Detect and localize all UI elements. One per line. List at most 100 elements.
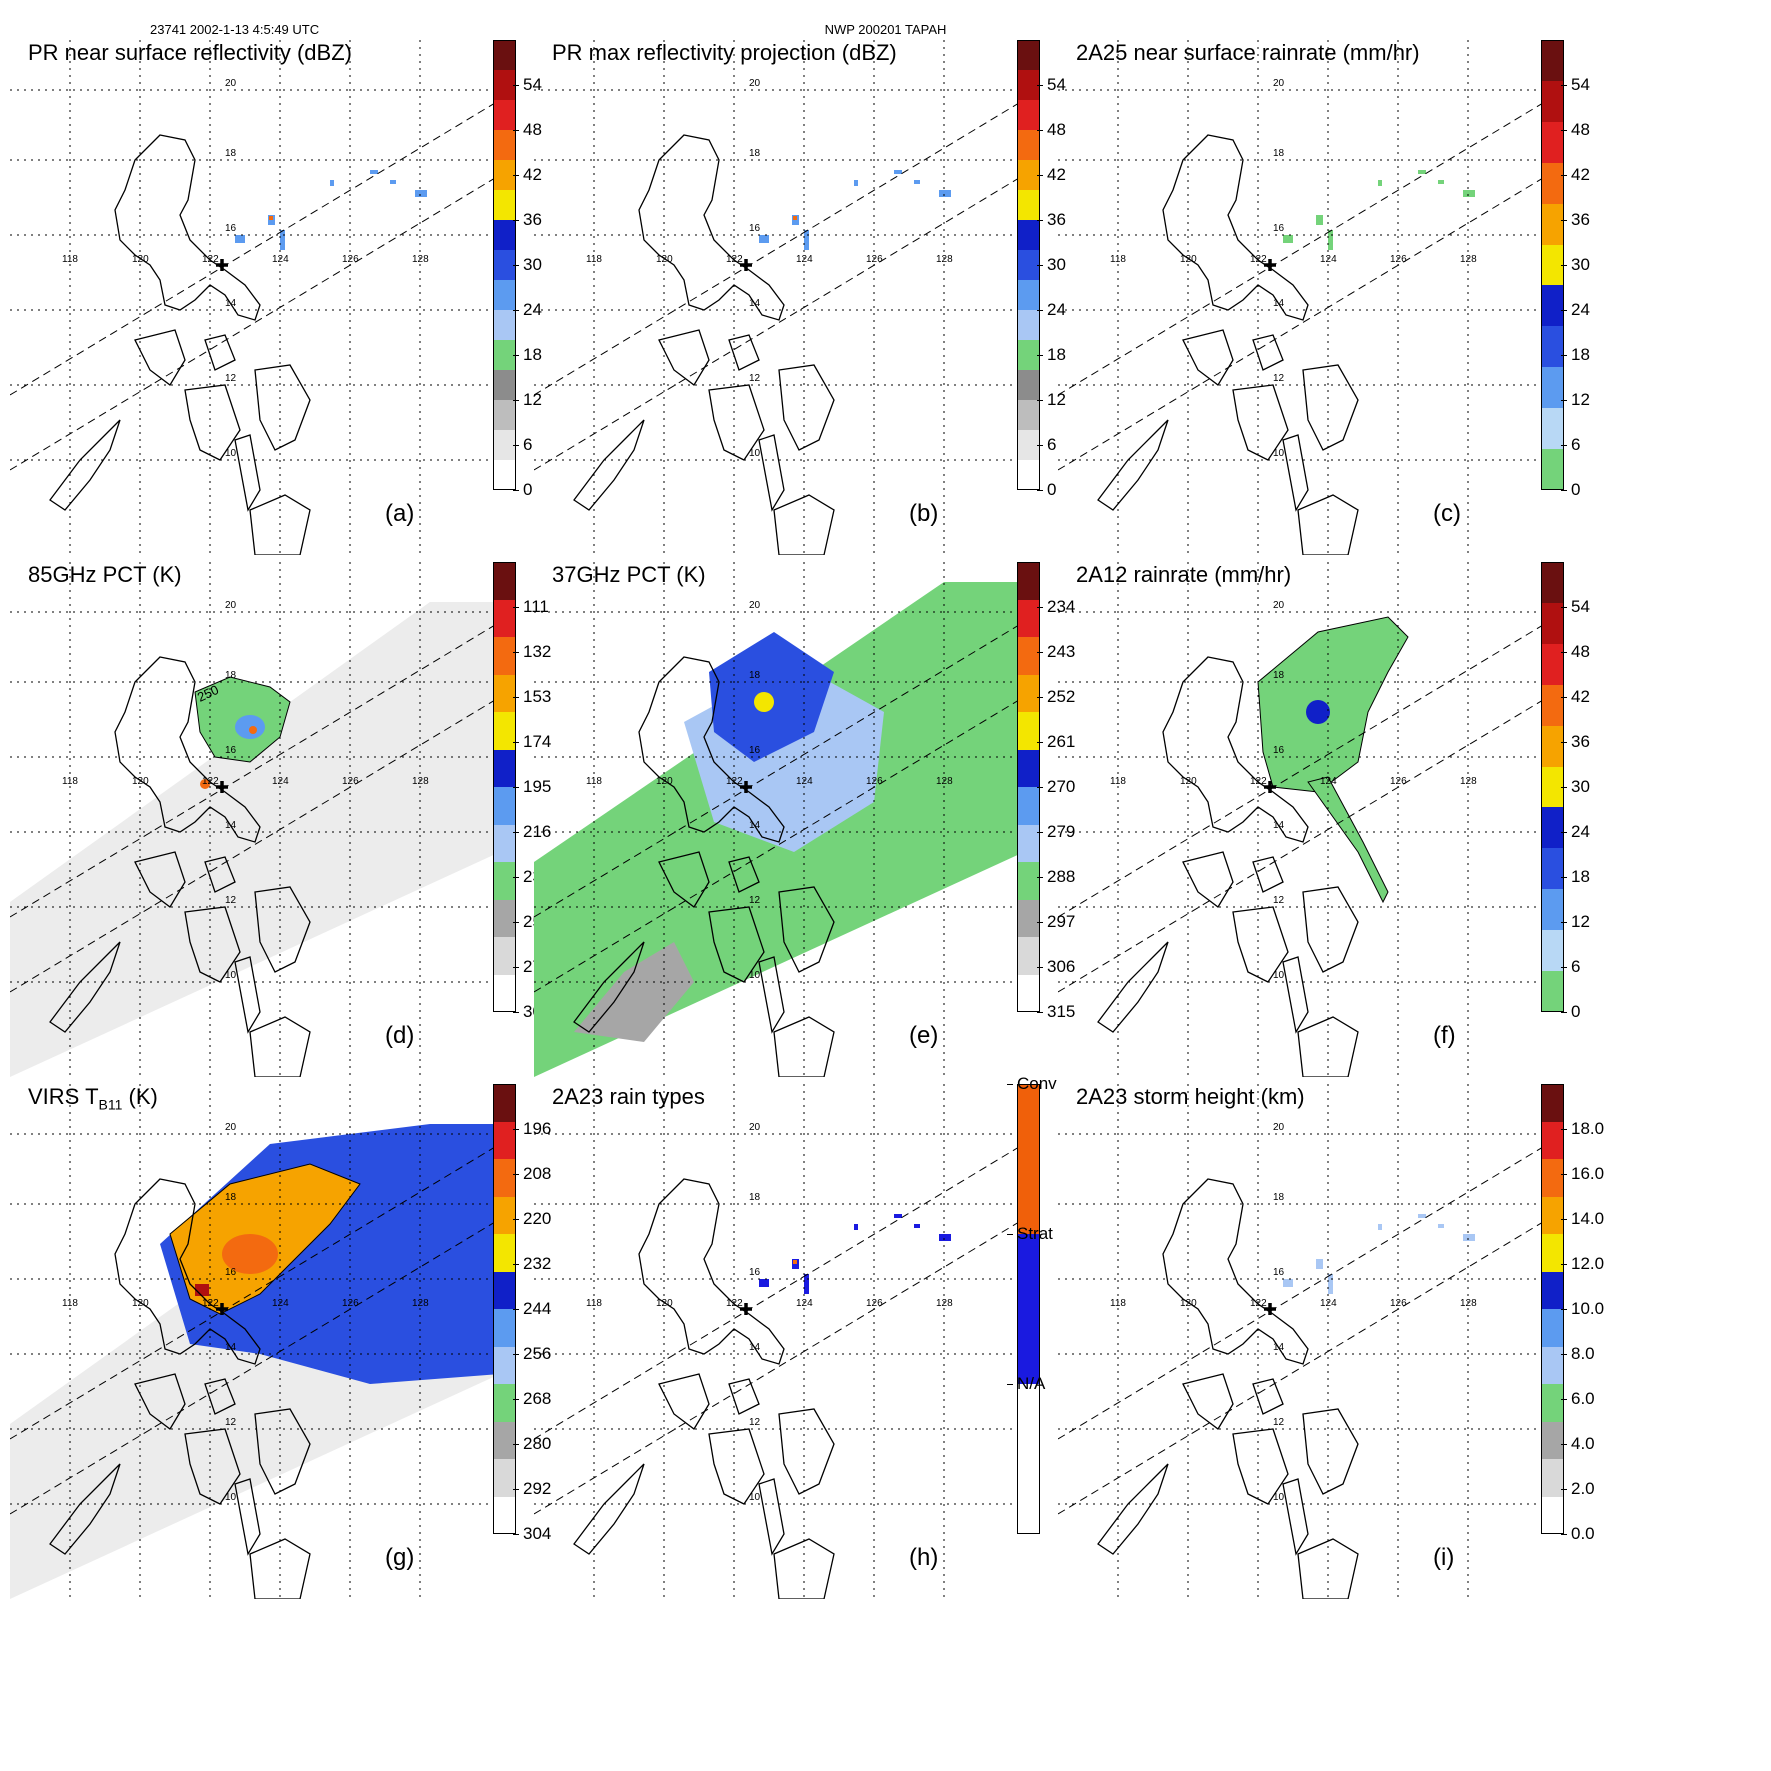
colorbar-segment	[1017, 280, 1039, 310]
map-area: 118 120 122 124 126 128 20 18 16 14 12 10	[1058, 40, 1548, 555]
panel-letter-label: (b)	[909, 500, 939, 527]
colorbar-tick-label: 306	[1036, 957, 1076, 976]
coastline	[1282, 1478, 1309, 1556]
colorbar-segment	[1541, 203, 1563, 245]
colorbar-segment	[493, 250, 515, 280]
colorbar-tick-label: 292	[512, 1479, 552, 1498]
colorbar-segment	[1541, 807, 1563, 849]
colorbar-tick-label: 216	[512, 822, 552, 841]
longitude-label: 120	[132, 776, 149, 787]
colorbar-segment	[1541, 930, 1563, 972]
coastline	[573, 941, 645, 1033]
colorbar-tick-label: 220	[512, 1209, 552, 1228]
panel-title: PR max reflectivity projection (dBZ)	[552, 40, 897, 66]
coastline	[249, 1016, 311, 1077]
longitude-label: 128	[936, 1298, 953, 1309]
colorbar-segment	[1541, 971, 1563, 1012]
coastline	[234, 956, 261, 1034]
colorbar: 54 48 42 36 30 24 18 12 6 0	[1541, 562, 1590, 1021]
colorbar: 111132153174195216237258279300	[493, 562, 551, 1021]
colorbar-segment	[1541, 1384, 1563, 1422]
map-area: 118 120 122 124 126 128 20 18 16 14 12 10 250	[10, 562, 500, 1077]
coastline	[234, 434, 261, 512]
longitude-label: 118	[62, 254, 78, 265]
colorbar-tick-label: 48	[1037, 120, 1066, 139]
longitude-label: 124	[1320, 254, 1337, 265]
precip-cell	[1463, 190, 1475, 197]
precip-cell	[914, 180, 920, 184]
colorbar-tick-label: 30	[1037, 255, 1066, 274]
precip-cell	[804, 230, 809, 250]
swath-edge	[10, 1143, 500, 1440]
colorbar: Conv Strat N/A	[1006, 1074, 1057, 1534]
colorbar-tick-label: 12	[513, 390, 542, 409]
colorbar-segment	[1017, 862, 1039, 900]
colorbar-segment	[1017, 637, 1039, 675]
colorbar-segment	[1017, 130, 1039, 160]
panel-letter-label: (e)	[909, 1022, 939, 1049]
swath-edge	[10, 621, 500, 918]
colorbar-segment	[493, 1234, 515, 1272]
coastline	[728, 1378, 760, 1415]
colorbar-tick-label: 24	[1037, 300, 1066, 319]
longitude-label: 126	[342, 254, 359, 265]
precip-cell	[1438, 1224, 1444, 1228]
colorbar-segment	[493, 1084, 515, 1122]
longitude-label: 128	[1460, 1298, 1477, 1309]
longitude-label: 128	[936, 254, 953, 265]
panel-title: PR near surface reflectivity (dBZ)	[28, 40, 352, 66]
colorbar-tick-label: 48	[1561, 120, 1590, 139]
longitude-label: 126	[342, 776, 359, 787]
colorbar-tick-label: 4.0	[1561, 1434, 1595, 1453]
latitude-label: 18	[749, 1192, 761, 1203]
panel-f: 118 120 122 124 126 128 20 18 16 14 12 10 2A12 rainr…	[1048, 522, 1590, 1077]
precip-max	[793, 216, 797, 220]
coastline	[1182, 1373, 1234, 1430]
colorbar-tick-label: 261	[1036, 732, 1076, 751]
latitude-label: 12	[749, 373, 761, 384]
colorbar-tick-label: 6	[512, 435, 533, 454]
colorbar-segment	[1541, 1421, 1563, 1459]
coastline	[1282, 434, 1309, 512]
colorbar-segment	[1541, 602, 1563, 644]
latitude-label: 12	[749, 895, 761, 906]
longitude-label: 124	[272, 1298, 289, 1309]
colorbar-tick-label: 6	[1560, 435, 1581, 454]
colorbar-tick-label: 297	[1036, 912, 1076, 931]
swath-edge	[1058, 1143, 1548, 1440]
latitude-label: 16	[225, 745, 237, 756]
panel-b: 118 120 122 124 126 128 20 18 16 14 12 10 PR max ref…	[524, 0, 1066, 555]
precip-cell	[804, 1274, 809, 1294]
colorbar-segment	[1017, 749, 1039, 787]
coastline	[773, 1538, 835, 1599]
latitude-label: 18	[749, 670, 761, 681]
longitude-label: 126	[866, 1298, 883, 1309]
latitude-label: 12	[225, 895, 237, 906]
colorbar-segment	[493, 190, 515, 220]
colorbar: 234 243 252 261 270 279 288 297 306 315	[1017, 562, 1075, 1021]
colorbar-segment	[1017, 400, 1039, 430]
panel-d: 118 120 122 124 126 128 20 18 16 14 12 10 250 85GHz P…	[0, 522, 551, 1077]
coastline	[49, 941, 121, 1033]
colorbar-tick-label: 42	[1037, 165, 1066, 184]
latitude-label: 16	[1273, 223, 1285, 234]
coastline	[728, 856, 760, 893]
coastline	[1252, 334, 1284, 371]
colorbar-segment	[493, 599, 515, 637]
colorbar-segment	[493, 220, 515, 250]
precip-cell	[370, 170, 378, 174]
precip-cell	[894, 170, 902, 174]
panel-title: 2A25 near surface rainrate (mm/hr)	[1076, 40, 1420, 66]
storm-center-marker	[216, 1303, 228, 1315]
panel-title-text: 2A23 storm height (km)	[1076, 1084, 1305, 1109]
coastline	[114, 656, 261, 843]
panel-title-text: 2A25 near surface rainrate (mm/hr)	[1076, 40, 1420, 65]
latitude-label: 16	[749, 223, 761, 234]
latitude-label: 16	[225, 1267, 237, 1278]
latitude-label: 12	[225, 373, 237, 384]
map-svg: 118 120 122 124 126 128 20 18 16 14 12 10	[534, 40, 1024, 555]
latitude-label: 10	[749, 448, 761, 459]
storm-center-marker	[216, 781, 228, 793]
coastline	[778, 886, 835, 973]
longitude-label: 118	[1110, 776, 1126, 787]
